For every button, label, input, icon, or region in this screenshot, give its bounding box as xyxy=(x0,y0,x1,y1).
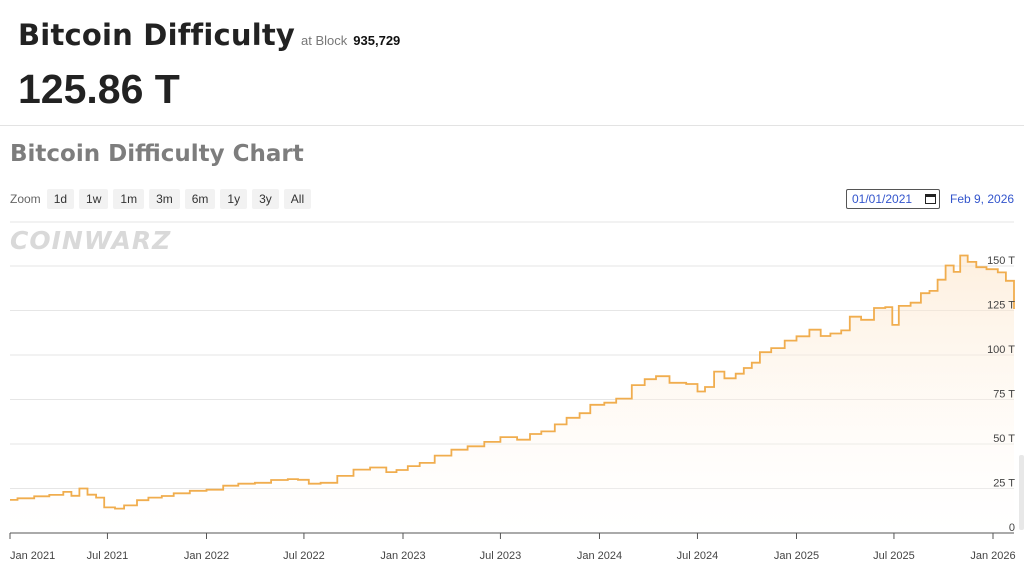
date-to-label[interactable]: Feb 9, 2026 xyxy=(950,192,1015,206)
date-from-input[interactable]: 01/01/2021 xyxy=(846,189,940,209)
at-block-label: at Block xyxy=(301,33,348,48)
x-tick-label: Jan 2026 xyxy=(970,550,1015,562)
y-tick-label: 100 T xyxy=(987,344,1015,356)
calendar-icon[interactable] xyxy=(925,193,936,204)
zoom-1y-button[interactable]: 1y xyxy=(220,189,248,209)
divider xyxy=(0,125,1024,126)
zoom-1m-button[interactable]: 1m xyxy=(113,189,145,209)
coinwarz-watermark: COINWARZ xyxy=(10,226,172,255)
y-tick-label: 150 T xyxy=(987,255,1015,267)
y-tick-label: 75 T xyxy=(993,389,1015,401)
x-tick-label: Jul 2021 xyxy=(87,550,129,562)
y-tick-label: 50 T xyxy=(993,433,1015,445)
x-tick-label: Jan 2023 xyxy=(380,550,425,562)
x-tick-label: Jul 2024 xyxy=(677,550,719,562)
difficulty-area-fill xyxy=(10,255,1014,533)
scrollbar[interactable] xyxy=(1019,455,1024,530)
zoom-3y-button[interactable]: 3y xyxy=(252,189,279,209)
zoom-label: Zoom xyxy=(10,192,41,206)
title-row: Bitcoin Difficulty at Block 935,729 xyxy=(18,18,400,52)
zoom-3m-button[interactable]: 3m xyxy=(149,189,180,209)
x-tick-label: Jan 2021 xyxy=(10,550,55,562)
x-tick-label: Jan 2022 xyxy=(184,550,229,562)
zoom-1d-button[interactable]: 1d xyxy=(46,189,75,209)
chart-title: Bitcoin Difficulty Chart xyxy=(10,141,304,167)
date-from-value: 01/01/2021 xyxy=(852,192,913,206)
page-title: Bitcoin Difficulty xyxy=(18,18,296,52)
zoom-bar: Zoom 1d 1w 1m 3m 6m 1y 3y All xyxy=(10,189,316,209)
header: Bitcoin Difficulty at Block 935,729 xyxy=(18,18,400,52)
x-tick-label: Jan 2025 xyxy=(774,550,819,562)
x-tick-label: Jul 2025 xyxy=(873,550,915,562)
difficulty-series-line[interactable] xyxy=(10,254,1015,510)
x-tick-label: Jul 2022 xyxy=(283,550,325,562)
y-tick-label: 0 xyxy=(1009,522,1015,534)
current-difficulty-value: 125.86 T xyxy=(18,66,180,112)
zoom-6m-button[interactable]: 6m xyxy=(184,189,216,209)
y-tick-label: 25 T xyxy=(993,478,1015,490)
x-tick-label: Jan 2024 xyxy=(577,550,622,562)
block-number: 935,729 xyxy=(353,33,401,48)
x-tick-label: Jul 2023 xyxy=(480,550,522,562)
zoom-all-button[interactable]: All xyxy=(283,189,312,209)
zoom-1w-button[interactable]: 1w xyxy=(79,189,109,209)
y-tick-label: 125 T xyxy=(987,300,1015,312)
